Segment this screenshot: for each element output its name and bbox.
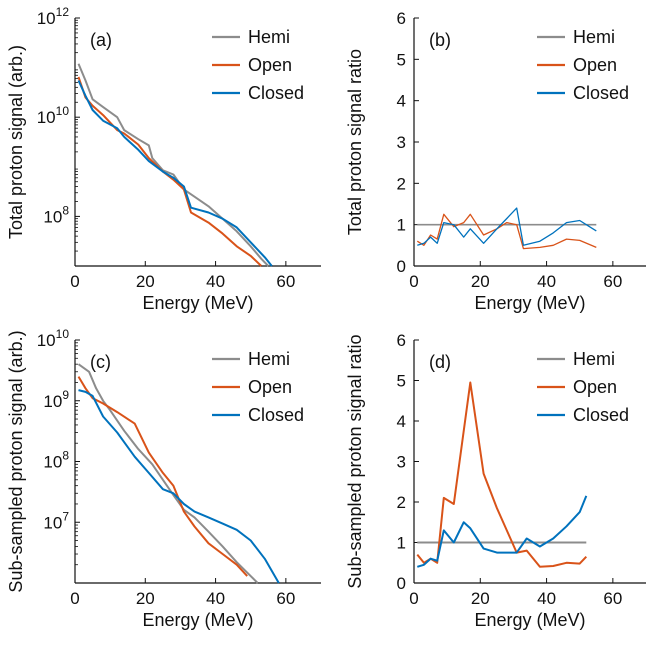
panel-label: (d) <box>429 352 451 372</box>
x-axis-label: Energy (MeV) <box>474 610 585 630</box>
x-axis-label: Energy (MeV) <box>142 610 253 630</box>
y-tick-label: 2 <box>397 174 406 193</box>
legend-label-hemi: Hemi <box>248 27 290 47</box>
x-tick-label: 0 <box>409 589 418 608</box>
x-tick-label: 60 <box>276 589 295 608</box>
y-tick-label: 6 <box>397 9 406 28</box>
x-tick-label: 40 <box>537 589 556 608</box>
series-line-hemi <box>77 363 259 584</box>
y-tick-label: 107 <box>43 509 69 532</box>
series-line-open <box>77 76 262 267</box>
y-tick-label: 109 <box>43 388 69 411</box>
x-tick-label: 20 <box>471 272 490 291</box>
y-tick-label: 1010 <box>37 327 70 350</box>
series-line-open <box>77 376 248 577</box>
y-tick-label: 3 <box>397 453 406 472</box>
panel-label: (c) <box>90 352 111 372</box>
legend-label-hemi: Hemi <box>573 349 615 369</box>
y-tick-label: 0 <box>397 257 406 276</box>
series-line-closed <box>77 80 273 267</box>
legend-label-closed: Closed <box>248 405 304 425</box>
panel-c: 0 20 40 60 107 108 109 1010 Energy (MeV) Sub-samp… <box>6 327 321 630</box>
panel-label: (a) <box>90 30 112 50</box>
x-axis-label: Energy (MeV) <box>474 293 585 313</box>
panel-label: (b) <box>429 30 451 50</box>
legend: Hemi Open Closed <box>212 349 304 425</box>
panel-a: 0 20 40 60 108 1010 1012 Energy (MeV) Total prot… <box>6 5 321 313</box>
x-tick-label: 20 <box>471 589 490 608</box>
x-tick-label: 60 <box>276 272 295 291</box>
y-tick-label: 5 <box>397 50 406 69</box>
x-tick-label: 0 <box>70 272 79 291</box>
series-line-closed <box>78 389 280 584</box>
legend-label-open: Open <box>573 377 617 397</box>
legend-label-open: Open <box>573 55 617 75</box>
x-tick-label: 40 <box>206 589 225 608</box>
y-tick-label: 3 <box>397 133 406 152</box>
panel-b: 0 20 40 60 0 1 2 3 4 5 6 Energy (MeV) Total proton s… <box>345 9 646 313</box>
y-tick-label: 4 <box>397 412 406 431</box>
y-axis-label: Total proton signal (arb.) <box>6 45 26 239</box>
y-axis-label: Sub-sampled proton signal ratio <box>345 334 365 588</box>
x-tick-label: 40 <box>537 272 556 291</box>
x-axis-label: Energy (MeV) <box>142 293 253 313</box>
x-tick-label: 40 <box>206 272 225 291</box>
y-axis-label: Sub-sampled proton signal (arb.) <box>6 330 26 592</box>
x-tick-label: 60 <box>603 272 622 291</box>
y-axis-label: Total proton signal ratio <box>345 49 365 235</box>
legend: Hemi Open Closed <box>537 349 629 425</box>
legend-label-hemi: Hemi <box>573 27 615 47</box>
y-tick-label: 2 <box>397 493 406 512</box>
y-tick-label: 1010 <box>37 104 70 127</box>
legend-label-hemi: Hemi <box>248 349 290 369</box>
legend: Hemi Open Closed <box>212 27 304 103</box>
series-line-open <box>416 381 588 568</box>
y-tick-label: 0 <box>397 574 406 593</box>
y-tick-label: 108 <box>43 203 69 226</box>
legend-label-open: Open <box>248 377 292 397</box>
x-tick-label: 20 <box>136 589 155 608</box>
y-tick-label: 1 <box>397 534 406 553</box>
legend-label-closed: Closed <box>248 83 304 103</box>
x-tick-label: 60 <box>603 589 622 608</box>
y-tick-label: 4 <box>397 92 406 111</box>
x-tick-label: 0 <box>409 272 418 291</box>
y-tick-label: 1012 <box>37 5 70 28</box>
series-line-open <box>416 213 597 250</box>
x-tick-label: 20 <box>136 272 155 291</box>
series-line-closed <box>417 207 597 246</box>
y-tick-label: 108 <box>43 449 69 472</box>
legend: Hemi Open Closed <box>537 27 629 103</box>
legend-label-closed: Closed <box>573 405 629 425</box>
series-line-closed <box>417 495 588 568</box>
legend-label-closed: Closed <box>573 83 629 103</box>
panel-d: 0 20 40 60 0 1 2 3 4 5 6 Energy (MeV) Sub-sampled pr… <box>345 331 646 630</box>
y-tick-label: 6 <box>397 331 406 350</box>
legend-label-open: Open <box>248 55 292 75</box>
y-tick-label: 1 <box>397 216 406 235</box>
y-tick-label: 5 <box>397 372 406 391</box>
x-tick-label: 0 <box>70 589 79 608</box>
